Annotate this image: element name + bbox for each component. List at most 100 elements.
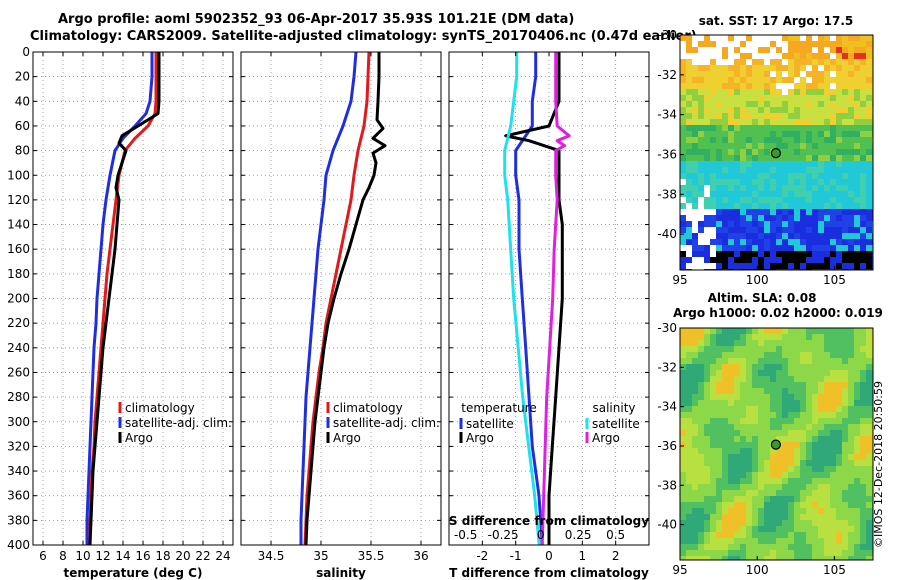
map-cell — [752, 131, 758, 137]
map-cell — [830, 376, 836, 382]
map-cell — [722, 466, 728, 472]
map-cell — [818, 71, 824, 77]
map-cell — [758, 113, 764, 119]
map-cell — [710, 502, 716, 508]
map-cell — [746, 514, 752, 520]
map-cell — [794, 376, 800, 382]
map-cell — [812, 89, 818, 95]
map-cell — [836, 496, 842, 502]
map-cell — [692, 239, 698, 245]
map-cell — [818, 490, 824, 496]
map-cell — [782, 412, 788, 418]
map-cell — [764, 137, 770, 143]
map-cell — [728, 233, 734, 239]
series-line-temperature-satellite — [514, 52, 544, 546]
map-cell — [866, 544, 872, 550]
map-cell — [812, 526, 818, 532]
map-cell — [806, 442, 812, 448]
map-cell — [806, 119, 812, 125]
map-cell — [770, 454, 776, 460]
map-cell — [818, 508, 824, 514]
map-cell — [704, 334, 710, 340]
map-cell — [680, 556, 686, 560]
map-cell — [764, 65, 770, 71]
map-cell — [758, 179, 764, 185]
map-cell — [758, 490, 764, 496]
map-cell — [800, 197, 806, 203]
map-cell — [692, 424, 698, 430]
map-cell — [860, 508, 866, 514]
map-cell — [800, 125, 806, 131]
map-cell — [686, 478, 692, 484]
map-cell — [692, 215, 698, 221]
map-cell — [746, 215, 752, 221]
map-cell — [836, 364, 842, 370]
y-tick-label: 40 — [15, 94, 30, 108]
map-cell — [740, 203, 746, 209]
map-cell — [818, 514, 824, 520]
map-cell — [794, 442, 800, 448]
map-cell — [710, 257, 716, 263]
map-cell — [740, 502, 746, 508]
map-cell — [842, 131, 848, 137]
map-cell — [758, 245, 764, 251]
map-cell — [800, 358, 806, 364]
map-cell — [812, 346, 818, 352]
map-cell — [860, 131, 866, 137]
map-cell — [806, 83, 812, 89]
map-cell — [764, 544, 770, 550]
map-cell — [752, 460, 758, 466]
map-cell — [836, 89, 842, 95]
map-cell — [848, 251, 854, 257]
map-cell — [746, 424, 752, 430]
map-cell — [848, 388, 854, 394]
legend-title-temperature: temperature — [461, 401, 536, 415]
map-cell — [830, 526, 836, 532]
map-cell — [842, 328, 848, 334]
map-cell — [692, 251, 698, 257]
map-cell — [710, 454, 716, 460]
map-cell — [836, 245, 842, 251]
map-cell — [800, 406, 806, 412]
map-cell — [866, 185, 872, 191]
map-cell — [758, 185, 764, 191]
y-tick-label: 360 — [7, 489, 30, 503]
map-cell — [824, 209, 830, 215]
map-cell — [866, 77, 872, 83]
map-cell — [842, 436, 848, 442]
map-cell — [686, 472, 692, 478]
map-cell — [788, 412, 794, 418]
map-cell — [824, 454, 830, 460]
map-cell — [848, 454, 854, 460]
map-cell — [854, 526, 860, 532]
map-cell — [830, 119, 836, 125]
map-cell — [716, 173, 722, 179]
map-cell — [854, 119, 860, 125]
map-cell — [710, 71, 716, 77]
map-cell — [728, 376, 734, 382]
map-cell — [746, 143, 752, 149]
map-cell — [680, 538, 686, 544]
map-cell — [848, 167, 854, 173]
map-cell — [836, 400, 842, 406]
legend-label: satellite — [466, 417, 514, 431]
map-cell — [728, 173, 734, 179]
map-cell — [794, 334, 800, 340]
map-cell — [854, 77, 860, 83]
map-cell — [806, 221, 812, 227]
map-cell — [848, 203, 854, 209]
map-cell — [698, 532, 704, 538]
map-cell — [728, 113, 734, 119]
map-cell — [788, 376, 794, 382]
map-cell — [800, 472, 806, 478]
map-cell — [734, 556, 740, 560]
map-cell — [728, 520, 734, 526]
map-cell — [764, 107, 770, 113]
map-cell — [770, 466, 776, 472]
map-cell — [698, 526, 704, 532]
map-cell — [848, 221, 854, 227]
map-cell — [722, 149, 728, 155]
map-cell — [752, 508, 758, 514]
map-cell — [740, 227, 746, 233]
map-cell — [818, 35, 824, 41]
